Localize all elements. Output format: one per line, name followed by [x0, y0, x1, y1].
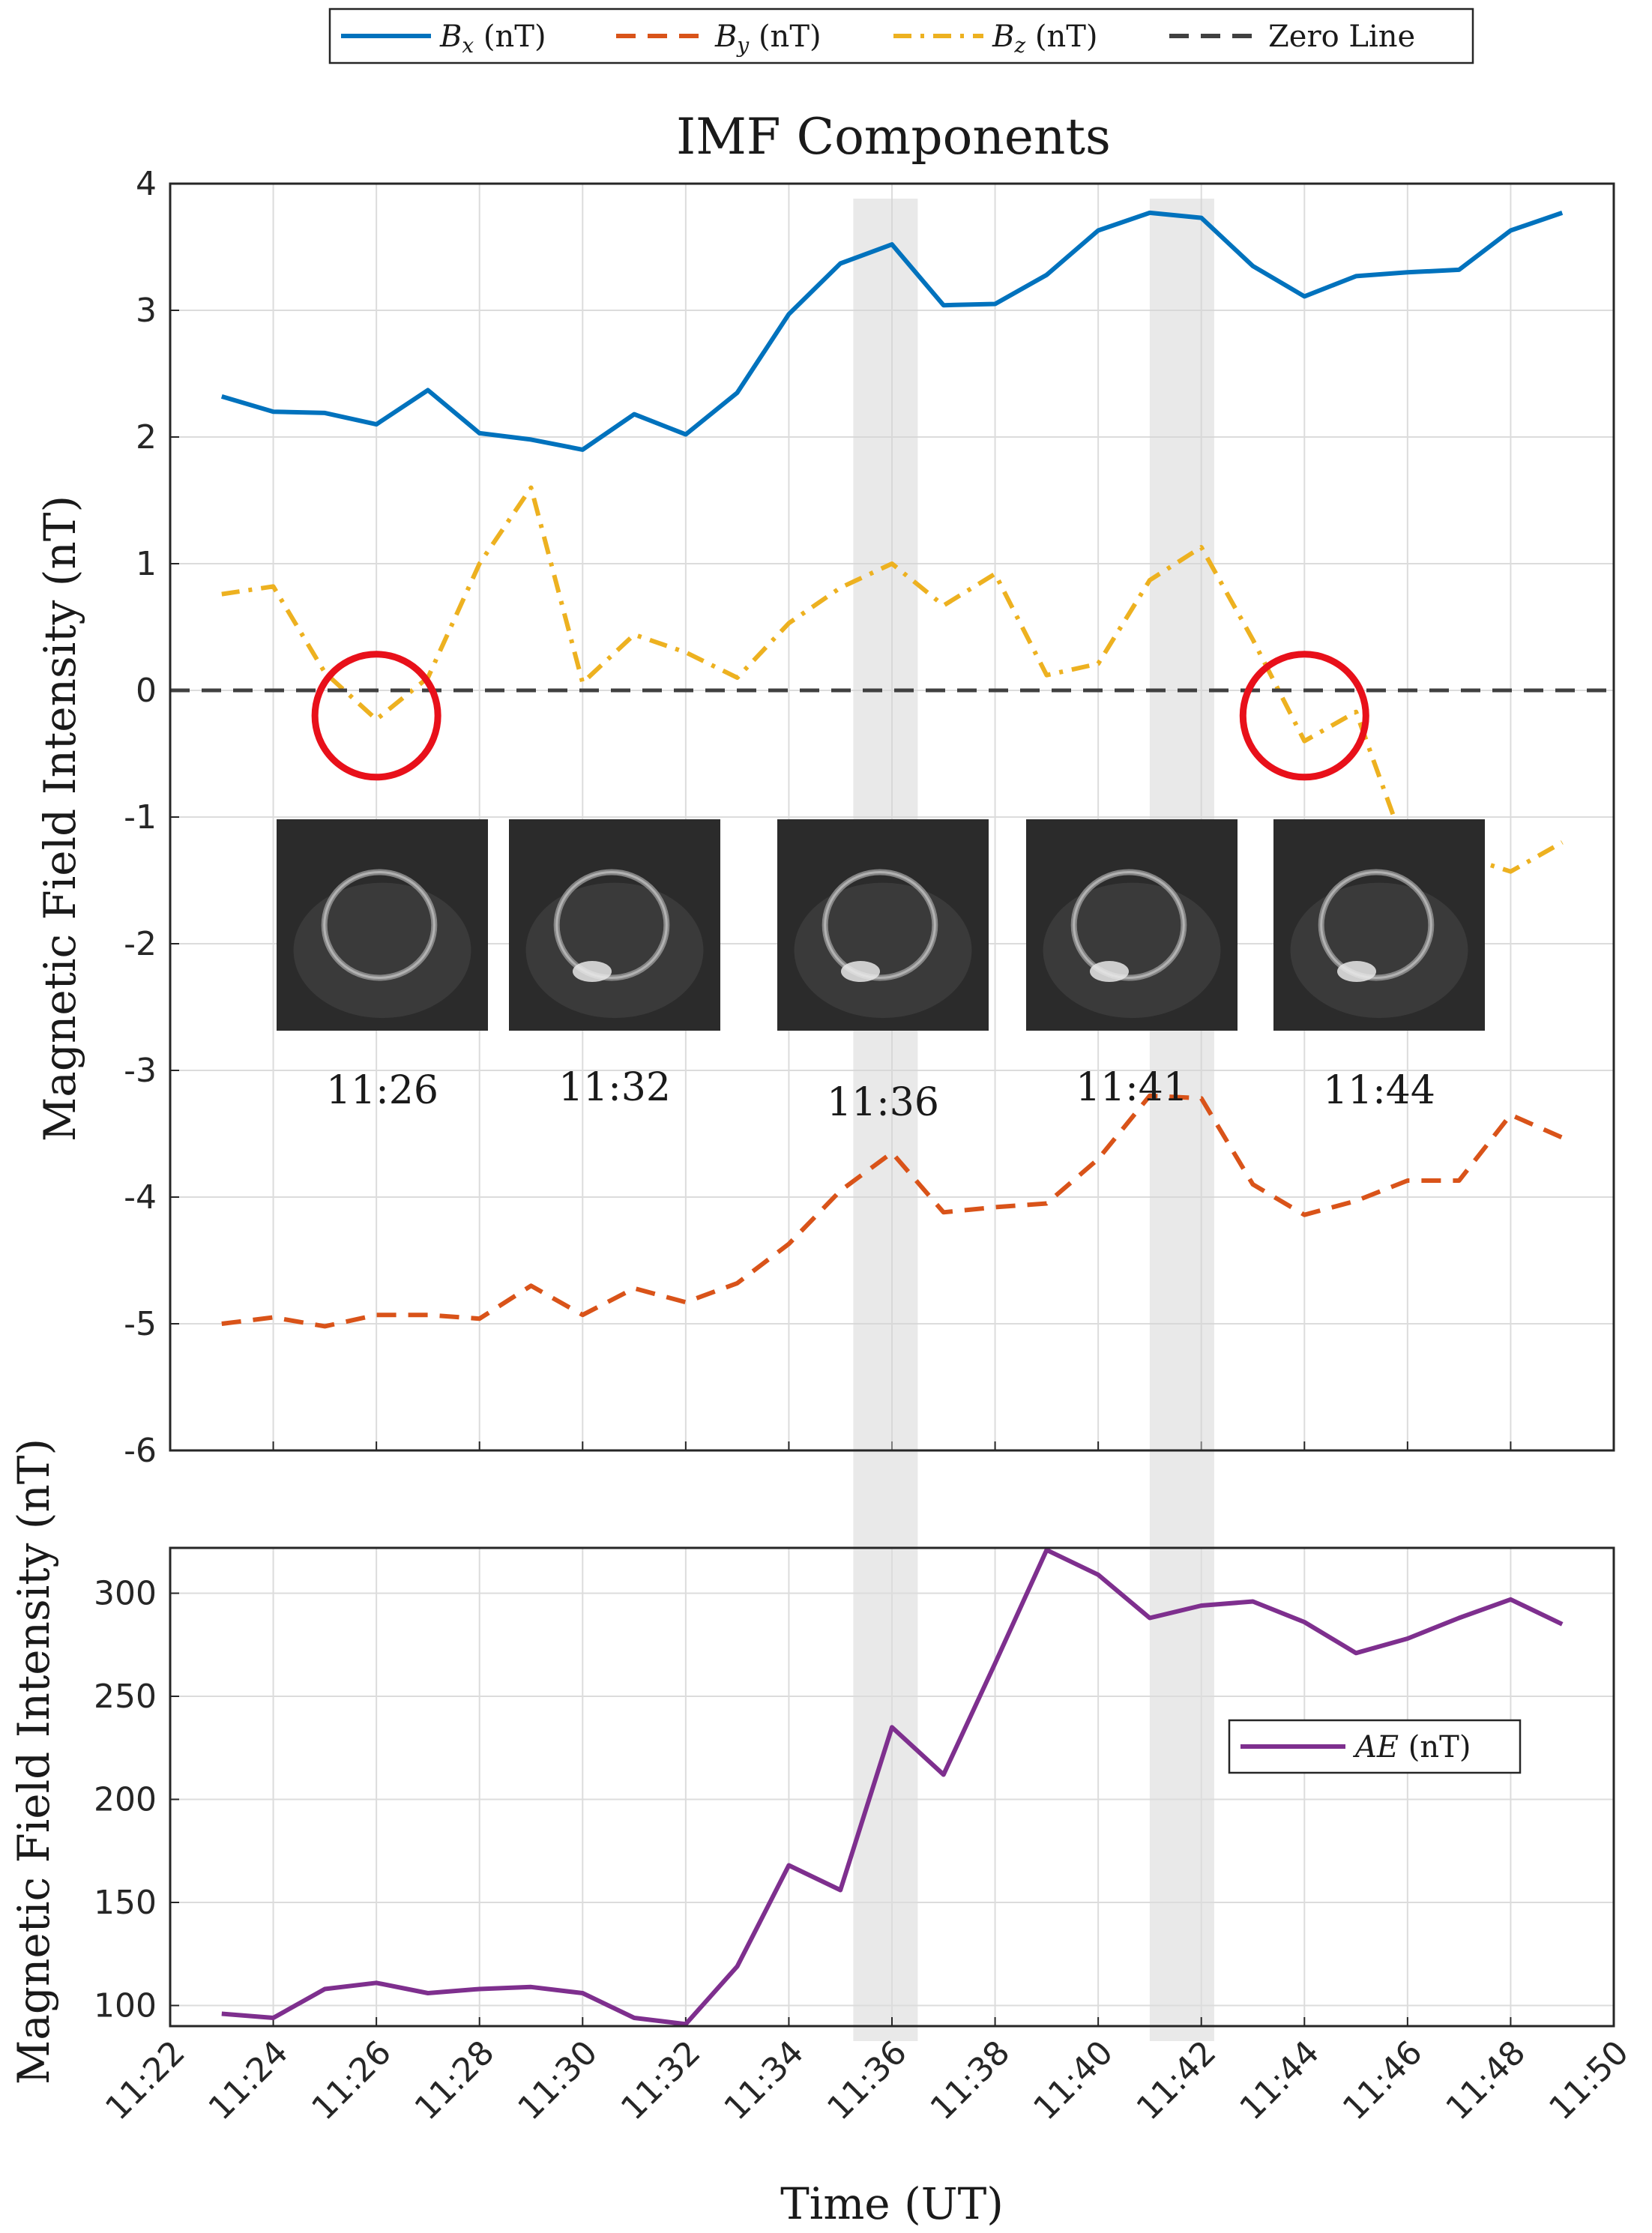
aurora-thumbnail: 11:32	[509, 819, 720, 1110]
top-y-tick-label: -2	[124, 925, 157, 963]
aurora-brightening	[573, 961, 612, 983]
x-tick-label: 11:24	[202, 2034, 296, 2128]
legend-label: Bx (nT)	[439, 19, 546, 58]
aurora-oval-highlight	[1073, 871, 1185, 979]
x-tick-label: 11:38	[923, 2034, 1018, 2128]
annotation-circles	[311, 651, 1369, 781]
series-line-bxnt	[220, 210, 1564, 452]
aurora-thumbnail: 11:26	[277, 819, 488, 1113]
x-tick-labels: 11:22 11:24 11:26 11:28 11:30 11:32 11:34 11:36…	[98, 2034, 1636, 2128]
top-y-tick-label: -6	[124, 1432, 157, 1470]
top-y-tick-labels: -6 -5 -4 -3 -2 -1 0 1 2 3 4	[124, 165, 157, 1470]
bottom-axes-box	[169, 1546, 1615, 2028]
legend-label: Zero Line	[1268, 19, 1415, 54]
annotation-circle	[1239, 651, 1369, 781]
top-highlight-bands	[853, 199, 1214, 2041]
annotation-circle	[311, 651, 441, 781]
aurora-oval-highlight	[824, 871, 936, 979]
legend: Bx (nT) By (nT) Bz (nT) Zero Line	[328, 7, 1474, 64]
legend-items: Bx (nT) By (nT) Bz (nT) Zero Line	[341, 19, 1415, 58]
aurora-brightening	[1090, 961, 1129, 983]
highlight-band	[1149, 199, 1214, 2041]
thumbnail-time-label: 11:26	[326, 1068, 438, 1113]
thumbnail-time-label: 11:36	[827, 1080, 939, 1125]
series-line-bynt	[221, 1093, 1564, 1329]
x-tick-label: 11:22	[98, 2034, 193, 2128]
top-y-tick-label: 3	[136, 292, 157, 330]
aurora-disc	[1290, 882, 1468, 1019]
bottom-y-tick-label: 250	[94, 1678, 157, 1716]
highlight-band	[853, 199, 918, 2041]
aurora-thumbnail: 11:36	[777, 819, 989, 1125]
x-tick-label: 11:28	[408, 2034, 502, 2128]
aurora-disc	[1043, 882, 1221, 1019]
chart-title: IMF Components	[676, 108, 1111, 166]
bottom-y-axis-title: Magnetic Field Intensity (nT)	[8, 1438, 59, 2085]
x-tick-label: 11:32	[614, 2034, 708, 2128]
bottom-y-tick-label: 150	[94, 1884, 157, 1922]
aurora-brightening	[841, 961, 880, 983]
ae-legend: AE (nT)	[1228, 1719, 1522, 1774]
aurora-thumbnail: 11:41	[1026, 819, 1238, 1110]
x-tick-label: 11:30	[510, 2034, 605, 2128]
top-series	[170, 210, 1614, 1329]
top-axes-box	[169, 182, 1615, 1452]
bottom-grid	[169, 1548, 1615, 2026]
x-tick-label: 11:50	[1542, 2034, 1636, 2128]
thumbnail-time-label: 11:44	[1323, 1068, 1435, 1113]
top-y-tick-label: -3	[124, 1052, 157, 1090]
aurora-oval-highlight	[555, 871, 668, 979]
aurora-oval-highlight	[1320, 871, 1432, 979]
top-y-tick-label: 2	[136, 418, 157, 456]
thumbnail-time-label: 11:32	[558, 1065, 671, 1110]
imf-panel: IMF Components -6 -5 -4 -3 -2 -1 0 1 2 3 4 Magneti…	[34, 108, 1615, 2041]
aurora-thumbnails: 11:26 11:32 11:36 11:41 11:44	[277, 819, 1485, 1125]
x-tick-label: 11:36	[820, 2034, 914, 2128]
series-line-aent	[221, 1547, 1564, 2027]
x-tick-label: 11:48	[1438, 2034, 1533, 2128]
bottom-y-tick-label: 100	[94, 1987, 157, 2025]
legend-label: Bz (nT)	[992, 19, 1098, 58]
top-y-tick-label: -4	[124, 1178, 157, 1217]
top-y-tick-label: 4	[136, 165, 157, 203]
ae-legend-label: AE (nT)	[1352, 1730, 1471, 1765]
thumbnail-time-label: 11:41	[1076, 1065, 1188, 1110]
bottom-y-tick-labels: 100 150 200 250 300	[94, 1575, 157, 2025]
x-tick-label: 11:44	[1232, 2034, 1327, 2128]
x-tick-label: 11:46	[1336, 2034, 1430, 2128]
top-y-tick-label: 1	[136, 545, 157, 583]
top-y-axis-title: Magnetic Field Intensity (nT)	[34, 495, 85, 1142]
x-tick-label: 11:34	[717, 2034, 811, 2128]
top-y-tick-label: -1	[124, 798, 157, 837]
bottom-series	[221, 1547, 1564, 2027]
top-y-tick-label: 0	[136, 672, 157, 710]
x-axis-title: Time (UT)	[780, 2178, 1004, 2229]
aurora-thumbnail: 11:44	[1273, 819, 1485, 1113]
bottom-y-tick-label: 300	[94, 1575, 157, 1613]
aurora-brightening	[1337, 961, 1376, 983]
aurora-oval-highlight	[323, 871, 435, 979]
aurora-disc	[794, 882, 972, 1019]
aurora-disc	[525, 882, 704, 1019]
x-tick-label: 11:40	[1026, 2034, 1121, 2128]
x-tick-label: 11:26	[304, 2034, 399, 2128]
top-y-tick-label: -5	[124, 1305, 157, 1343]
x-tick-label: 11:42	[1130, 2034, 1224, 2128]
legend-label: By (nT)	[714, 19, 822, 58]
series-line-bznt	[221, 485, 1564, 874]
aurora-disc	[293, 882, 471, 1019]
bottom-y-tick-label: 200	[94, 1781, 157, 1819]
